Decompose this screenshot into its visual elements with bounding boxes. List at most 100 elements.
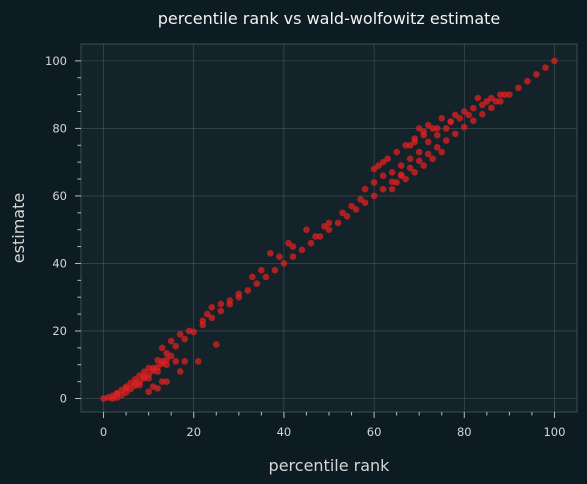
data-point bbox=[208, 314, 216, 322]
data-point bbox=[244, 287, 252, 294]
x-tick-label: 20 bbox=[186, 425, 201, 439]
data-point bbox=[303, 226, 310, 233]
chart-title: percentile rank vs wald-wolfowitz estima… bbox=[158, 9, 501, 28]
data-point bbox=[312, 233, 319, 240]
data-point bbox=[262, 273, 270, 281]
x-tick-label: 0 bbox=[100, 425, 107, 439]
data-point bbox=[176, 368, 184, 375]
y-tick-label: 20 bbox=[52, 324, 67, 338]
data-point bbox=[185, 327, 193, 335]
data-point bbox=[145, 388, 152, 396]
data-point bbox=[542, 64, 549, 71]
data-point bbox=[158, 378, 166, 385]
x-tick-labels: 0 20 40 60 80 100 bbox=[100, 425, 566, 439]
data-point bbox=[451, 130, 459, 138]
data-point bbox=[474, 94, 482, 102]
data-point bbox=[158, 358, 166, 365]
data-point bbox=[325, 226, 333, 233]
data-point bbox=[154, 368, 161, 375]
data-point bbox=[397, 172, 405, 179]
data-point bbox=[415, 148, 423, 156]
data-point bbox=[208, 304, 216, 311]
data-point bbox=[442, 125, 450, 132]
data-point bbox=[551, 57, 558, 65]
data-point bbox=[393, 148, 400, 156]
data-point bbox=[384, 155, 391, 163]
data-point bbox=[172, 342, 179, 350]
data-point bbox=[194, 358, 202, 365]
data-point bbox=[289, 253, 297, 260]
data-point bbox=[370, 165, 378, 173]
data-point bbox=[488, 104, 495, 112]
data-point bbox=[289, 243, 297, 250]
data-point bbox=[181, 358, 189, 365]
data-point bbox=[307, 239, 315, 247]
data-point bbox=[460, 108, 468, 115]
data-point bbox=[203, 310, 211, 318]
data-point bbox=[379, 185, 387, 193]
data-point bbox=[469, 104, 477, 112]
data-point bbox=[451, 111, 459, 119]
data-point bbox=[339, 209, 346, 217]
data-point bbox=[415, 125, 423, 132]
data-point bbox=[524, 77, 531, 85]
data-point bbox=[321, 223, 328, 230]
data-point bbox=[433, 144, 441, 151]
data-point bbox=[406, 164, 414, 172]
data-point bbox=[379, 158, 387, 166]
data-points bbox=[100, 57, 558, 402]
data-point bbox=[429, 155, 437, 163]
data-point bbox=[406, 155, 414, 163]
data-point bbox=[388, 185, 396, 193]
data-point bbox=[181, 335, 189, 343]
data-point bbox=[352, 206, 360, 213]
data-point bbox=[375, 162, 382, 169]
data-point bbox=[370, 179, 378, 186]
data-point bbox=[163, 361, 170, 369]
data-point bbox=[285, 239, 292, 247]
data-point bbox=[411, 168, 418, 176]
data-point bbox=[172, 358, 179, 365]
data-point bbox=[149, 383, 157, 390]
data-point bbox=[136, 381, 143, 389]
data-point bbox=[267, 250, 274, 257]
data-point bbox=[167, 337, 175, 345]
x-axis-label: percentile rank bbox=[269, 456, 391, 475]
x-tick-label: 80 bbox=[457, 425, 472, 439]
data-point bbox=[460, 123, 468, 131]
data-point bbox=[438, 114, 446, 122]
data-point bbox=[433, 125, 441, 132]
grid-lines bbox=[81, 44, 577, 412]
data-point bbox=[361, 199, 369, 206]
data-point bbox=[258, 266, 265, 274]
y-tick-label: 80 bbox=[52, 121, 67, 135]
data-point bbox=[497, 91, 504, 98]
data-point bbox=[492, 98, 500, 105]
y-tick-label: 0 bbox=[60, 391, 67, 405]
y-tick-labels: 0 20 40 60 80 100 bbox=[45, 54, 67, 406]
data-point bbox=[501, 91, 509, 98]
data-point bbox=[442, 137, 450, 144]
data-point bbox=[497, 98, 504, 105]
data-point bbox=[420, 162, 427, 169]
data-point bbox=[515, 84, 522, 92]
data-point bbox=[429, 125, 437, 132]
data-point bbox=[348, 202, 355, 210]
data-point bbox=[163, 378, 170, 385]
data-point bbox=[506, 91, 513, 98]
data-point bbox=[406, 141, 414, 149]
x-tick-label: 60 bbox=[367, 425, 382, 439]
data-point bbox=[393, 179, 400, 186]
data-point bbox=[235, 290, 243, 298]
data-point bbox=[357, 196, 364, 203]
y-tick-label: 40 bbox=[52, 256, 67, 270]
y-tick-label: 60 bbox=[52, 189, 67, 203]
data-point bbox=[343, 212, 351, 220]
data-point bbox=[415, 157, 423, 165]
data-point bbox=[456, 114, 464, 122]
data-point bbox=[253, 280, 261, 288]
data-point bbox=[334, 219, 342, 227]
data-point bbox=[479, 110, 486, 118]
